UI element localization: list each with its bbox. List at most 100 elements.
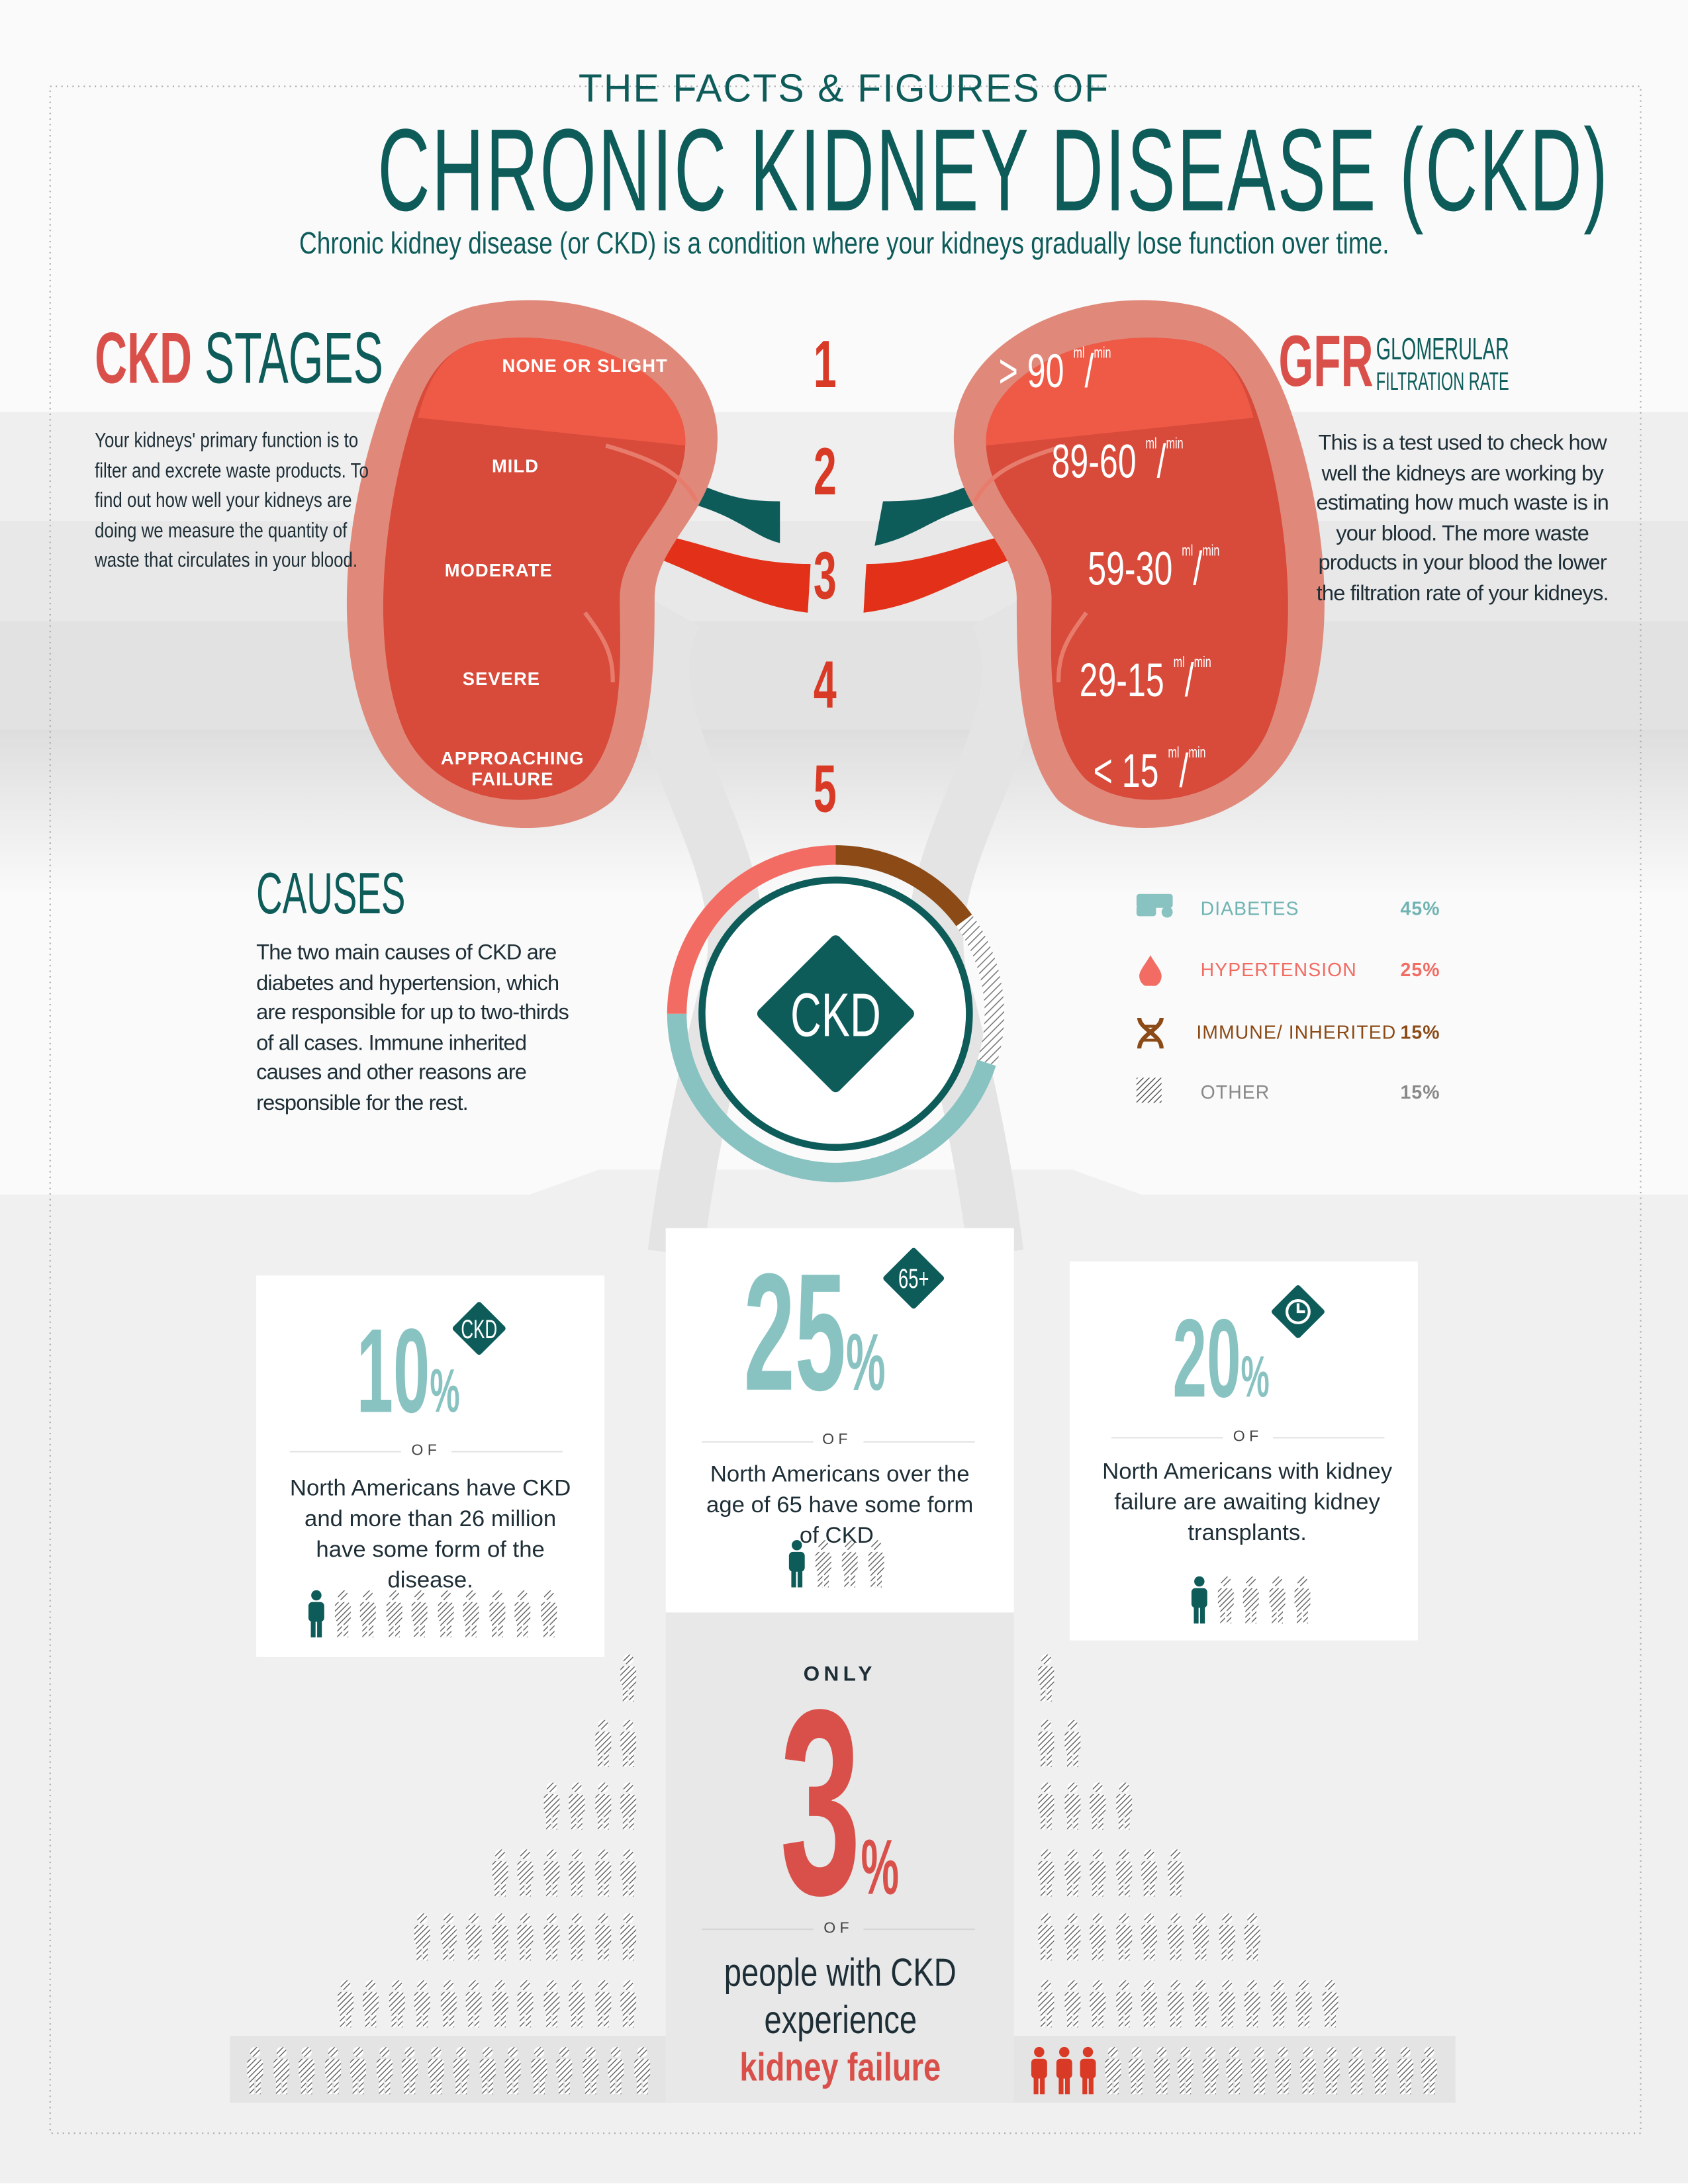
person-icon (1165, 1913, 1185, 1968)
person-icon (332, 1590, 352, 1645)
person-icon (297, 2046, 316, 2101)
gfr-value-3: 59-30 ml/min (1087, 543, 1219, 596)
background-band (0, 621, 1688, 730)
gfr-line1: GLOMERULAR (1376, 331, 1509, 367)
person-icon (787, 1540, 807, 1594)
stages-description: Your kidneys' primary function is to fil… (95, 429, 369, 572)
legend-value: 25% (1400, 959, 1440, 981)
person-icon (436, 1590, 455, 1645)
donut-segment-other (956, 915, 1004, 1066)
age-65-badge: 65+ (883, 1248, 945, 1309)
person-icon (512, 1590, 532, 1645)
person-icon (840, 1540, 860, 1594)
donut-segment-hypertension (667, 845, 836, 1014)
causes-description: The two main causes of CKD are diabetes … (256, 941, 569, 1115)
stage-number-3: 3 (813, 540, 836, 614)
person-icon (348, 2046, 368, 2101)
person-icon (1088, 1979, 1107, 2034)
svg-text:CKD: CKD (461, 1314, 497, 1344)
person-icon (1113, 1913, 1133, 1968)
person-icon (1191, 1913, 1211, 1968)
person-icon (1268, 1979, 1288, 2034)
person-icon (245, 2046, 265, 2101)
person-icon (1062, 1782, 1082, 1837)
person-icon (1217, 1913, 1237, 1968)
person-icon (1165, 1849, 1185, 1903)
of-label: OF (1233, 1428, 1263, 1445)
stat-description: North Americans with kidney failure are … (1102, 1459, 1393, 1546)
person-icon (538, 1590, 558, 1645)
stage-number-2: 2 (813, 435, 836, 510)
person-icon (271, 2046, 291, 2101)
stat-value: 10 (356, 1304, 430, 1439)
person-icon (487, 1590, 506, 1645)
dna-icon (1134, 1015, 1176, 1056)
person-icon (515, 1849, 535, 1903)
stage-label-2: MILD (491, 455, 539, 477)
person-icon (618, 1654, 638, 1709)
person-icon (541, 1913, 561, 1968)
blood-drop-icon (1134, 952, 1176, 990)
person-icon (567, 1849, 586, 1903)
background-band (0, 729, 1688, 897)
person-icon (400, 2046, 420, 2101)
finger-prick-icon (1134, 891, 1176, 923)
person-icon (1294, 1979, 1314, 2034)
person-icon (306, 1590, 326, 1645)
of-label: OF (823, 1920, 853, 1937)
causes-donut-chart: CKD (667, 845, 1004, 1183)
person-icon (1029, 2046, 1049, 2101)
clock-badge (1272, 1285, 1325, 1338)
only-label: ONLY (803, 1662, 876, 1686)
artery-left (654, 536, 811, 613)
person-icon (618, 1913, 638, 1968)
person-icon (1346, 2046, 1366, 2101)
person-icon (592, 1979, 612, 2034)
ckd-center-label: CKD (790, 981, 881, 1049)
page-subtitle: Chronic kidney disease (or CKD) is a con… (299, 225, 1389, 261)
person-icon (384, 1590, 404, 1645)
person-icon (1248, 2046, 1268, 2101)
stat-value: 25 (743, 1239, 847, 1426)
person-icon (592, 1719, 612, 1774)
person-icon (814, 1540, 833, 1594)
person-icon (541, 1849, 561, 1903)
person-icon (1322, 2046, 1342, 2101)
person-icon (358, 1590, 378, 1645)
donut-segment-immune-inherited (835, 845, 972, 927)
person-icon (618, 1782, 638, 1837)
person-icon (541, 1782, 561, 1837)
person-icon (1054, 2046, 1074, 2101)
person-icon (515, 1979, 535, 2034)
person-icon (1062, 1719, 1082, 1774)
person-icon (606, 2046, 626, 2101)
stages-heading: CKD STAGES (95, 318, 384, 400)
person-icon (1217, 1979, 1237, 2034)
person-icon (1224, 2046, 1244, 2101)
person-icon (1078, 2046, 1098, 2101)
person-icon (1062, 1913, 1082, 1968)
person-icon (1139, 1979, 1159, 2034)
dotted-frame (49, 85, 1642, 2134)
of-label: OF (411, 1442, 442, 1459)
legend-label: DIABETES (1200, 898, 1299, 919)
artery-right (863, 536, 1017, 613)
person-icon (1200, 2046, 1220, 2101)
person-icon (515, 1913, 535, 1968)
ckd-diamond (757, 935, 914, 1093)
legend-label: OTHER (1200, 1081, 1270, 1103)
person-icon (1139, 1913, 1159, 1968)
stage-number-1: 1 (813, 328, 836, 403)
person-icon (1243, 1913, 1262, 1968)
person-icon (1215, 1576, 1235, 1631)
person-icon (867, 1540, 886, 1594)
person-icon (1419, 2046, 1439, 2101)
legend-value: 15% (1400, 1081, 1440, 1103)
center-column (665, 1608, 1014, 2103)
failure-line3: kidney failure (739, 2045, 941, 2089)
stat-description: North Americans have CKD and more than 2… (289, 1476, 571, 1593)
gfr-value-5: < 15 ml/min (1092, 745, 1205, 798)
stage-number-5: 5 (813, 753, 836, 827)
person-icon (438, 1979, 458, 2034)
ckd-badge: CKD (452, 1302, 506, 1355)
